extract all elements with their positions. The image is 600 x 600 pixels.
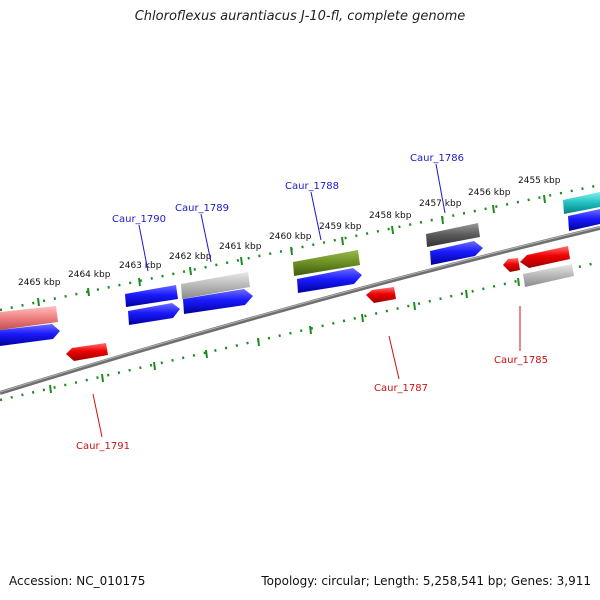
gene-box-pink <box>0 306 58 330</box>
kbp-label: 2455 kbp <box>518 176 561 186</box>
accession-text: Accession: NC_010175 <box>9 574 146 588</box>
kbp-label: 2459 kbp <box>319 222 362 232</box>
outer-major-ticks <box>37 194 546 307</box>
gene-label-caur-1787: Caur_1787 <box>374 383 428 394</box>
reverse-strand-genes <box>66 246 574 361</box>
forward-gene-arrow <box>0 324 60 346</box>
gene-box-olive <box>293 250 360 276</box>
reverse-gene-arrow <box>503 258 520 272</box>
reverse-gene-arrow <box>66 343 108 361</box>
genome-backbone <box>0 226 600 395</box>
kbp-label: 2460 kbp <box>269 232 312 242</box>
kbp-label: 2458 kbp <box>369 211 412 221</box>
gene-label-caur-1790: Caur_1790 <box>112 214 166 225</box>
gene-box-gray-lower <box>523 264 574 287</box>
forward-gene-arrow <box>125 285 178 307</box>
gene-label-caur-1788: Caur_1788 <box>285 181 339 192</box>
forward-gene-arrow <box>128 303 180 325</box>
forward-strand-genes <box>0 209 600 346</box>
label-leader-lines <box>92 163 521 438</box>
forward-gene-arrow <box>183 289 253 314</box>
kbp-label: 2456 kbp <box>468 188 511 198</box>
gene-box-darkgray <box>426 223 480 247</box>
reverse-gene-arrow <box>520 246 570 268</box>
forward-gene-arrow <box>297 268 362 293</box>
map-title: Chloroflexus aurantiacus J-10-fl, comple… <box>134 9 466 24</box>
kbp-label: 2464 kbp <box>68 270 111 280</box>
kbp-label: 2462 kbp <box>169 252 212 262</box>
kbp-label: 2461 kbp <box>219 242 262 252</box>
kbp-labels: 2465 kbp 2464 kbp 2463 kbp 2462 kbp 2461… <box>18 176 561 288</box>
gene-box-gray <box>181 272 250 299</box>
gene-labels: Caur_1790 Caur_1789 Caur_1788 Caur_1786 … <box>76 153 548 452</box>
gene-label-caur-1785: Caur_1785 <box>494 355 548 366</box>
gene-label-caur-1786: Caur_1786 <box>410 153 464 164</box>
kbp-label: 2463 kbp <box>119 261 162 271</box>
gene-box-cyan <box>563 192 600 214</box>
gene-label-caur-1791: Caur_1791 <box>76 441 130 452</box>
kbp-label: 2457 kbp <box>419 199 462 209</box>
genome-info-text: Topology: circular; Length: 5,258,541 bp… <box>261 574 591 588</box>
forward-gene-arrow <box>430 241 483 265</box>
outer-feature-row <box>0 192 600 330</box>
forward-gene-arrow <box>568 209 600 231</box>
kbp-label: 2465 kbp <box>18 278 61 288</box>
reverse-gene-arrow <box>366 287 396 303</box>
gene-label-caur-1789: Caur_1789 <box>175 203 229 214</box>
